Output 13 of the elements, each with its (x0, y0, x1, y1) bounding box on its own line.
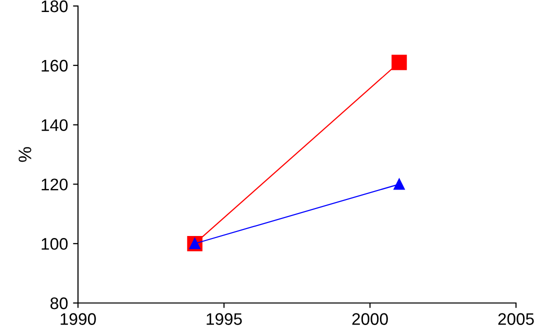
y-tick-label: 140 (42, 119, 68, 132)
y-axis-title: % (18, 147, 32, 162)
point (394, 178, 405, 190)
y-tick-label: 100 (42, 238, 68, 250)
y-tick-label: 120 (42, 178, 68, 190)
y-tick-label: 80 (50, 297, 68, 310)
x-tick-label: 1990 (60, 313, 96, 325)
y-tick-label: 160 (42, 60, 68, 72)
x-tick-label: 2000 (352, 313, 388, 325)
y-tick-label: 180 (42, 0, 68, 12)
x-tick-label: 2005 (498, 313, 534, 325)
point (392, 54, 407, 70)
x-tick-label: 1995 (206, 313, 242, 325)
